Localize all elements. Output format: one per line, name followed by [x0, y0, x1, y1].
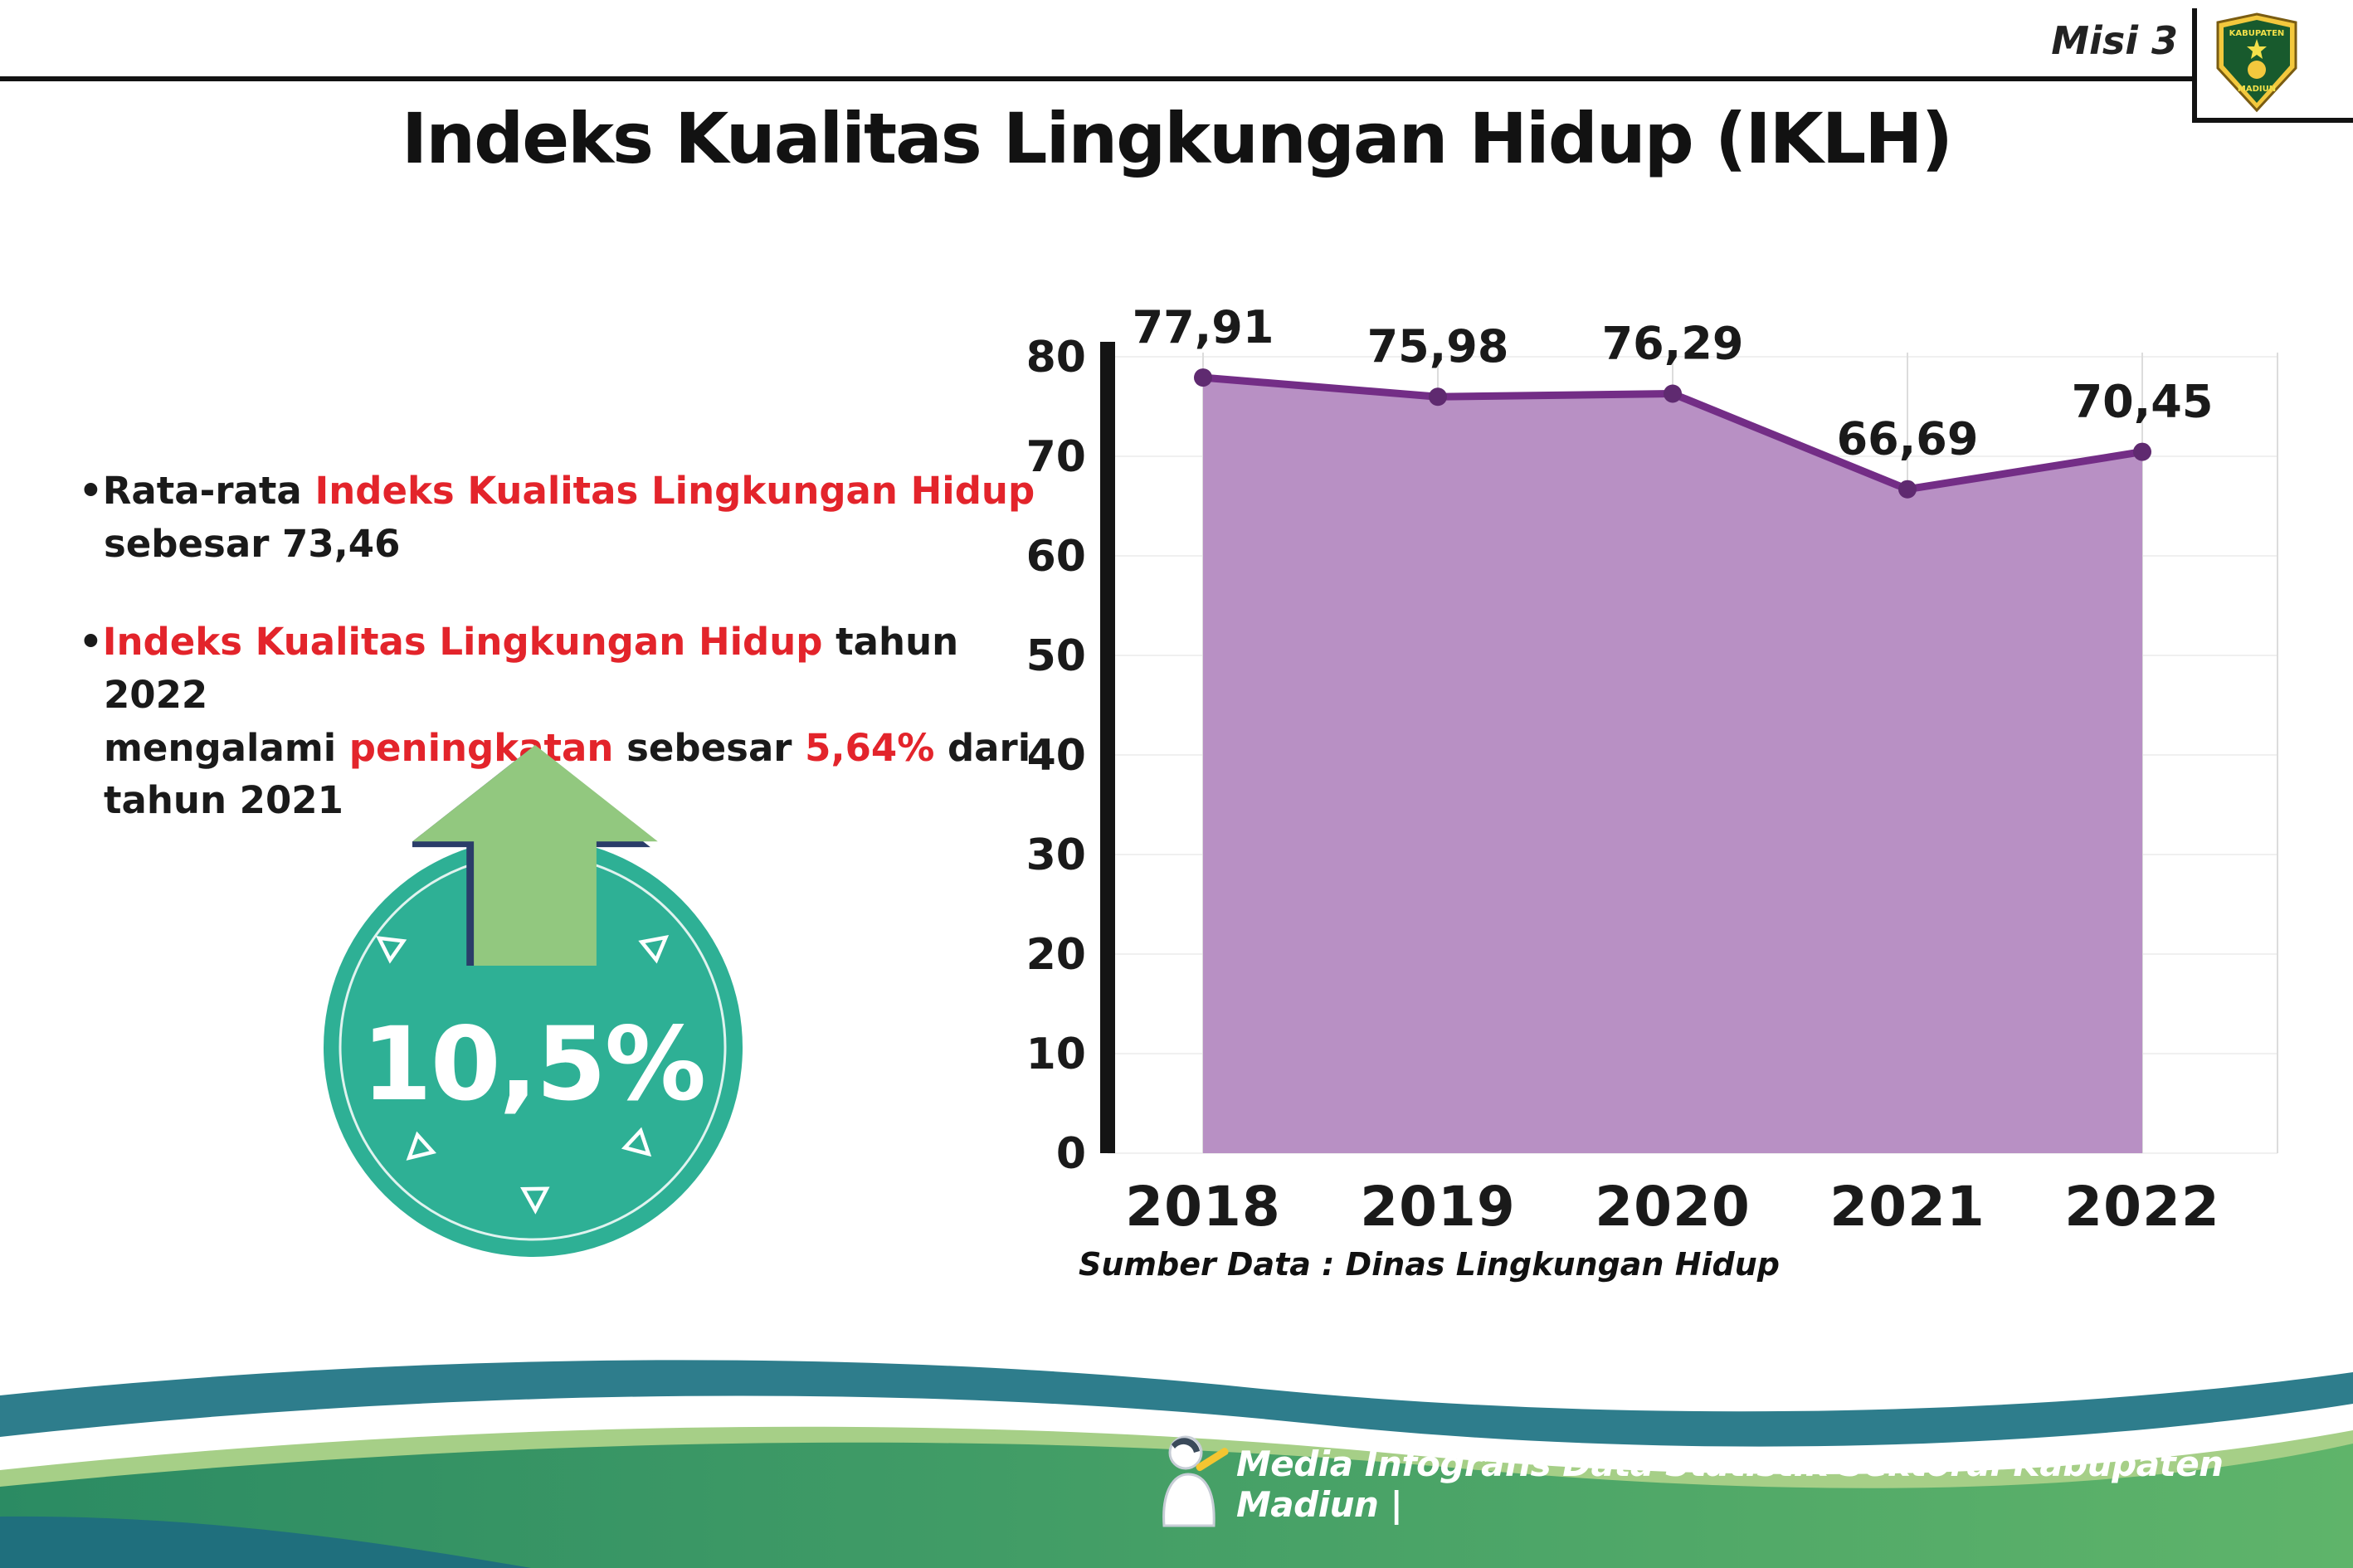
badge-tick-icon	[376, 936, 407, 964]
data-label: 75,98	[1367, 320, 1509, 373]
iklh-chart-svg: 77,91 75,98 76,29 66,69 70,45 0 10 20 30 40 50 60 70…	[1029, 301, 2278, 1239]
bullets: •Rata-rata Indeks Kualitas Lingkungan Hi…	[79, 465, 1041, 827]
y-axis	[1100, 342, 1115, 1153]
bullet-text-highlight: Indeks Kualitas Lingkungan Hidup	[102, 619, 823, 664]
bullet-marker: •	[79, 619, 103, 664]
y-tick-label: 0	[1056, 1129, 1086, 1179]
x-tick-label: 2022	[2064, 1175, 2220, 1239]
logo-emblem-circle	[2248, 61, 2266, 79]
data-point	[1898, 480, 1917, 499]
page-title: Indeks Kualitas Lingkungan Hidup (IKLH)	[402, 98, 1953, 179]
logo-bottom-text: MADIUN	[2238, 85, 2276, 94]
y-tick-label: 50	[1029, 631, 1086, 681]
bullet-text: tahun 2022	[104, 619, 959, 717]
bullet-text: tahun 2021	[104, 778, 343, 823]
bullet-text-highlight: 5,64%	[805, 725, 935, 770]
badge-tick-icon	[621, 1127, 652, 1157]
y-tick-label: 30	[1029, 830, 1086, 880]
y-tick-label: 70	[1029, 432, 1086, 482]
logo-frame-horizontal	[2192, 118, 2353, 123]
bullet-text: mengalami	[104, 725, 349, 770]
badge-tick-icon	[638, 934, 670, 964]
badge-tick-icon	[520, 1186, 550, 1215]
logo-star-icon	[2247, 39, 2267, 59]
header-rule	[0, 76, 2192, 81]
y-tick-label: 40	[1029, 731, 1086, 781]
area-fill	[1203, 377, 2142, 1153]
badge-tick-icon	[406, 1131, 436, 1161]
increase-percentage: 10,5%	[361, 1005, 706, 1123]
bullet-text: sebesar	[613, 725, 806, 770]
bullet-item: •Rata-rata Indeks Kualitas Lingkungan Hi…	[79, 465, 1041, 571]
y-tick-label: 20	[1029, 930, 1086, 980]
logo-frame-vertical	[2192, 8, 2197, 123]
data-point	[1429, 387, 1447, 407]
x-tick-label: 2019	[1360, 1175, 1516, 1239]
bullet-text: Rata-rata	[102, 469, 315, 513]
x-tick-label: 2018	[1125, 1175, 1281, 1239]
arrow-body	[412, 745, 658, 966]
data-point	[2133, 442, 2151, 461]
data-label: 66,69	[1837, 413, 1979, 465]
data-label: 70,45	[2072, 376, 2214, 428]
increase-arrow-icon	[412, 745, 658, 966]
misi-label: Misi 3	[2051, 18, 2178, 63]
iklh-chart: 77,91 75,98 76,29 66,69 70,45 0 10 20 30 40 50 60 70…	[1029, 295, 2323, 1290]
badge-tick-icons	[376, 934, 670, 1215]
footer-caption: Media Infografis Data Statistik Sektoral…	[1236, 1444, 2224, 1525]
chart-source-note: Sumber Data : Dinas Lingkungan Hidup	[1079, 1246, 1780, 1283]
bullet-text: dari	[934, 725, 1031, 770]
mascot-icon	[1162, 1435, 1229, 1527]
wave-corner-teal	[0, 1516, 531, 1568]
mascot-pencil	[1196, 1448, 1229, 1472]
mascot-body	[1162, 1473, 1215, 1527]
data-label: 76,29	[1602, 318, 1744, 370]
y-tick-label: 80	[1029, 333, 1086, 382]
mascot-hair	[1172, 1438, 1200, 1453]
bullet-marker: •	[79, 469, 103, 513]
logo-top-text: KABUPATEN	[2229, 29, 2285, 38]
bullet-text-highlight: Indeks Kualitas Lingkungan Hidup	[314, 469, 1035, 513]
kabupaten-madiun-logo-icon: KABUPATEN MADIUN	[2216, 12, 2297, 113]
data-label: 77,91	[1133, 301, 1274, 353]
bullet-item: •Indeks Kualitas Lingkungan Hidup tahun …	[79, 616, 1041, 828]
data-point	[1664, 384, 1682, 403]
x-tick-label: 2020	[1595, 1175, 1751, 1239]
bullet-text-highlight: peningkatan	[348, 725, 614, 770]
bullet-text: sebesar 73,46	[104, 521, 401, 566]
data-point	[1194, 368, 1212, 387]
x-tick-label: 2021	[1829, 1175, 1985, 1239]
y-tick-label: 60	[1029, 532, 1086, 582]
y-tick-label: 10	[1029, 1030, 1086, 1079]
